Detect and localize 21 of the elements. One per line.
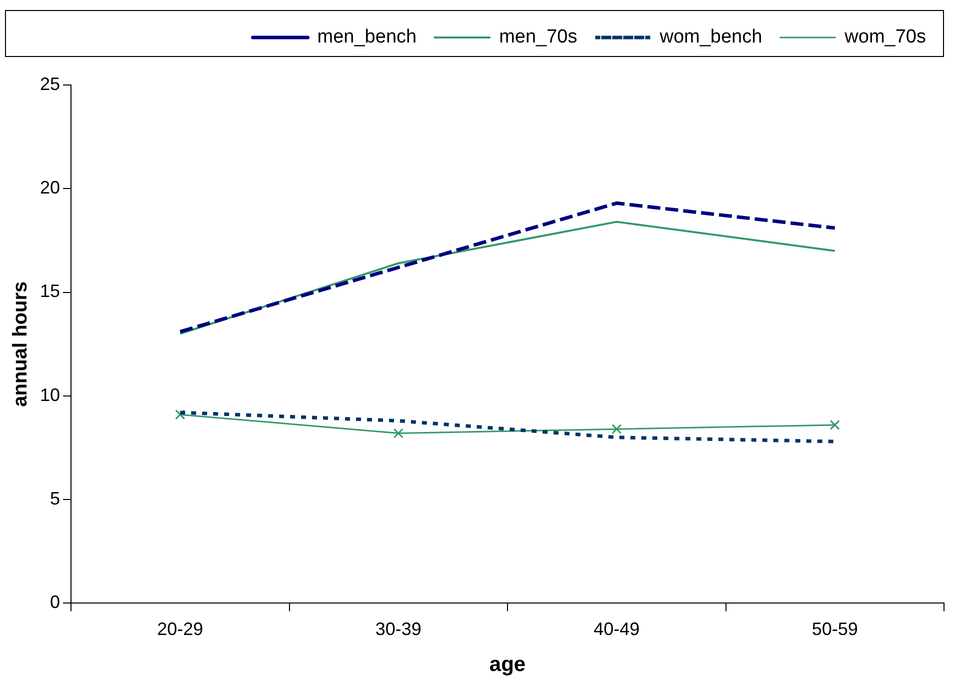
x-tick-label: 40-49 [594, 618, 640, 639]
y-tick-label: 5 [50, 488, 60, 509]
legend-label: wom_bench [658, 26, 762, 48]
legend-label: men_70s [499, 26, 578, 48]
x-tick-label: 50-59 [812, 618, 858, 639]
legend-label: wom_70s [844, 26, 926, 48]
y-axis-title: annual hours [10, 281, 32, 407]
y-tick-label: 20 [40, 178, 60, 198]
point [175, 410, 186, 420]
point [393, 428, 404, 438]
point [612, 424, 622, 434]
y-tick-label: 25 [40, 74, 60, 94]
y-tick-label: 10 [40, 384, 60, 405]
y-tick-label: 0 [50, 592, 60, 612]
x-tick-label: 30-39 [375, 618, 422, 639]
x-tick-label: 20-29 [157, 618, 204, 639]
point [830, 420, 840, 430]
line-series [178, 201, 837, 334]
legend-label: men_bench [317, 26, 417, 48]
x-axis-title: age [489, 653, 526, 676]
y-tick-label: 15 [40, 281, 60, 302]
